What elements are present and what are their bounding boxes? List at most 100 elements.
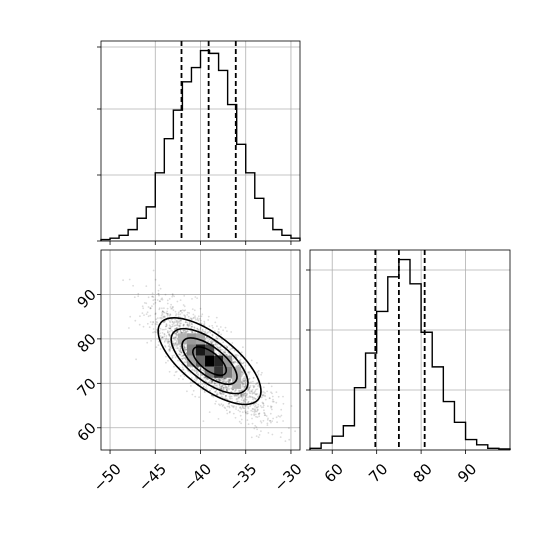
scatter-point: [169, 350, 172, 352]
scatter-point: [244, 383, 247, 386]
scatter-point: [224, 385, 227, 388]
scatter-point: [249, 386, 251, 389]
scatter-point: [254, 397, 257, 400]
scatter-point: [237, 389, 240, 392]
scatter-point: [176, 344, 179, 347]
scatter-point: [212, 340, 215, 342]
histogram-step-line: [309, 258, 511, 450]
scatter-point: [176, 343, 179, 346]
scatter-point: [249, 396, 251, 398]
scatter-point: [217, 418, 220, 420]
scatter-point: [200, 322, 203, 325]
scatter-point: [180, 331, 183, 333]
scatter-point: [228, 379, 231, 382]
scatter-point: [180, 319, 182, 322]
scatter-point: [171, 293, 174, 295]
scatter-point: [250, 390, 253, 392]
scatter-point: [255, 415, 257, 418]
scatter-point: [228, 378, 231, 380]
scatter-point: [148, 326, 151, 329]
scatter-point: [158, 294, 160, 297]
scatter-point: [238, 420, 241, 423]
scatter-point: [159, 300, 162, 303]
scatter-point: [168, 324, 171, 327]
scatter-point: [251, 417, 253, 420]
scatter-point: [164, 346, 167, 348]
scatter-point: [175, 321, 178, 324]
scatter-point: [242, 394, 245, 397]
scatter-point: [222, 391, 224, 394]
scatter-point: [227, 403, 230, 405]
scatter-point: [171, 321, 174, 323]
scatter-point: [224, 326, 227, 329]
scatter-point: [202, 330, 205, 333]
scatter-point: [191, 330, 193, 333]
scatter-point: [155, 346, 158, 349]
scatter-point: [213, 385, 215, 387]
scatter-point: [243, 386, 246, 388]
scatter-point: [254, 408, 257, 410]
scatter-point: [190, 385, 192, 387]
scatter-point: [209, 389, 211, 392]
scatter-point: [217, 378, 220, 381]
scatter-point: [176, 331, 179, 333]
scatter-point: [176, 300, 179, 303]
scatter-point: [168, 333, 170, 335]
scatter-point: [195, 379, 197, 382]
scatter-point: [243, 400, 246, 402]
scatter-point: [248, 390, 251, 393]
scatter-point: [248, 381, 251, 384]
scatter-point: [190, 317, 193, 320]
scatter-point: [167, 342, 170, 345]
scatter-point: [263, 412, 266, 415]
scatter-point: [244, 392, 247, 395]
scatter-point: [159, 287, 162, 290]
scatter-point: [179, 322, 181, 325]
scatter-point: [185, 361, 188, 364]
scatter-point: [184, 315, 187, 318]
scatter-point: [260, 396, 263, 399]
scatter-point: [191, 323, 193, 325]
scatter-point: [225, 386, 228, 389]
scatter-point: [230, 395, 233, 398]
scatter-point: [182, 378, 184, 381]
scatter-point: [229, 379, 232, 381]
scatter-point: [266, 390, 268, 393]
scatter-point: [241, 380, 244, 383]
scatter-point: [169, 306, 172, 308]
scatter-point: [242, 388, 244, 391]
scatter-point: [154, 301, 157, 304]
scatter-point: [137, 292, 140, 295]
scatter-point: [139, 315, 141, 318]
scatter-point: [280, 414, 283, 417]
scatter-point: [220, 349, 222, 352]
scatter-point: [202, 369, 205, 372]
scatter-point: [243, 407, 246, 410]
scatter-point: [232, 361, 235, 364]
scatter-point: [244, 385, 247, 387]
scatter-point: [166, 340, 169, 343]
scatter-point: [154, 278, 157, 281]
scatter-point: [253, 411, 256, 413]
scatter-point: [243, 392, 246, 395]
scatter-point: [223, 351, 226, 354]
scatter-point: [172, 306, 175, 308]
scatter-point: [216, 346, 219, 349]
scatter-point: [225, 389, 228, 391]
scatter-point: [166, 330, 169, 332]
scatter-point: [239, 395, 242, 397]
scatter-point: [167, 331, 169, 334]
scatter-point: [167, 318, 170, 321]
scatter-point: [226, 405, 229, 408]
scatter-point: [219, 353, 222, 356]
scatter-point: [171, 321, 174, 323]
scatter-point: [192, 389, 195, 392]
scatter-point: [168, 298, 171, 300]
scatter-point: [253, 385, 256, 388]
scatter-point: [168, 333, 171, 336]
scatter-point: [165, 361, 167, 364]
scatter-point: [174, 332, 177, 335]
scatter-point: [223, 351, 225, 354]
scatter-point: [214, 321, 217, 324]
scatter-point: [164, 316, 166, 318]
